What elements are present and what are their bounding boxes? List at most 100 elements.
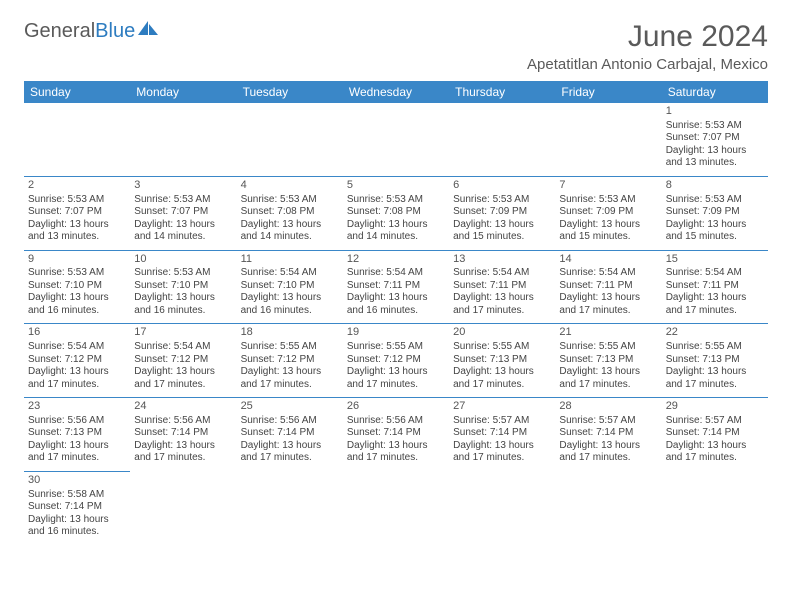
sunrise-line: Sunrise: 5:55 AM — [347, 341, 445, 354]
sunrise-line: Sunrise: 5:56 AM — [347, 415, 445, 428]
day-number: 20 — [453, 326, 551, 340]
calendar-day — [130, 103, 236, 176]
header: GeneralBlue June 2024 Apetatitlan Antoni… — [24, 20, 768, 73]
calendar-table: SundayMondayTuesdayWednesdayThursdayFrid… — [24, 81, 768, 545]
daylight-line: Daylight: 13 hours and 15 minutes. — [559, 219, 657, 244]
daylight-line: Daylight: 13 hours and 14 minutes. — [347, 219, 445, 244]
sunrise-line: Sunrise: 5:53 AM — [559, 194, 657, 207]
calendar-day: 2Sunrise: 5:53 AMSunset: 7:07 PMDaylight… — [24, 176, 130, 250]
day-number: 30 — [28, 474, 126, 488]
sunrise-line: Sunrise: 5:54 AM — [28, 341, 126, 354]
weekday-header: Thursday — [449, 81, 555, 103]
daylight-line: Daylight: 13 hours and 17 minutes. — [559, 440, 657, 465]
sunset-line: Sunset: 7:14 PM — [241, 427, 339, 440]
sunrise-line: Sunrise: 5:53 AM — [134, 194, 232, 207]
daylight-line: Daylight: 13 hours and 16 minutes. — [347, 292, 445, 317]
day-number: 17 — [134, 326, 232, 340]
sunrise-line: Sunrise: 5:53 AM — [347, 194, 445, 207]
daylight-line: Daylight: 13 hours and 17 minutes. — [347, 366, 445, 391]
sunrise-line: Sunrise: 5:55 AM — [241, 341, 339, 354]
sunrise-line: Sunrise: 5:54 AM — [453, 267, 551, 280]
weekday-header: Saturday — [662, 81, 768, 103]
day-number: 1 — [666, 105, 764, 119]
day-number: 15 — [666, 253, 764, 267]
calendar-day — [343, 471, 449, 544]
sunrise-line: Sunrise: 5:57 AM — [666, 415, 764, 428]
sunrise-line: Sunrise: 5:56 AM — [134, 415, 232, 428]
sunrise-line: Sunrise: 5:53 AM — [666, 194, 764, 207]
weekday-header: Tuesday — [237, 81, 343, 103]
sunset-line: Sunset: 7:14 PM — [666, 427, 764, 440]
calendar-week: 16Sunrise: 5:54 AMSunset: 7:12 PMDayligh… — [24, 324, 768, 398]
daylight-line: Daylight: 13 hours and 16 minutes. — [241, 292, 339, 317]
daylight-line: Daylight: 13 hours and 14 minutes. — [134, 219, 232, 244]
sunrise-line: Sunrise: 5:57 AM — [453, 415, 551, 428]
sunset-line: Sunset: 7:10 PM — [241, 280, 339, 293]
sunset-line: Sunset: 7:09 PM — [453, 206, 551, 219]
daylight-line: Daylight: 13 hours and 17 minutes. — [453, 292, 551, 317]
day-number: 14 — [559, 253, 657, 267]
calendar-day: 7Sunrise: 5:53 AMSunset: 7:09 PMDaylight… — [555, 176, 661, 250]
daylight-line: Daylight: 13 hours and 17 minutes. — [666, 292, 764, 317]
calendar-day: 15Sunrise: 5:54 AMSunset: 7:11 PMDayligh… — [662, 250, 768, 324]
calendar-day: 8Sunrise: 5:53 AMSunset: 7:09 PMDaylight… — [662, 176, 768, 250]
sunset-line: Sunset: 7:13 PM — [28, 427, 126, 440]
sunset-line: Sunset: 7:11 PM — [453, 280, 551, 293]
daylight-line: Daylight: 13 hours and 16 minutes. — [28, 514, 126, 539]
daylight-line: Daylight: 13 hours and 17 minutes. — [453, 366, 551, 391]
calendar-header: SundayMondayTuesdayWednesdayThursdayFrid… — [24, 81, 768, 103]
day-number: 19 — [347, 326, 445, 340]
calendar-day: 17Sunrise: 5:54 AMSunset: 7:12 PMDayligh… — [130, 324, 236, 398]
sunset-line: Sunset: 7:14 PM — [134, 427, 232, 440]
day-number: 11 — [241, 253, 339, 267]
calendar-day — [662, 471, 768, 544]
calendar-day — [130, 471, 236, 544]
daylight-line: Daylight: 13 hours and 17 minutes. — [453, 440, 551, 465]
logo-text-blue: Blue — [95, 20, 135, 43]
day-number: 2 — [28, 179, 126, 193]
location-text: Apetatitlan Antonio Carbajal, Mexico — [527, 56, 768, 73]
weekday-header: Monday — [130, 81, 236, 103]
calendar-day: 23Sunrise: 5:56 AMSunset: 7:13 PMDayligh… — [24, 398, 130, 472]
calendar-day: 5Sunrise: 5:53 AMSunset: 7:08 PMDaylight… — [343, 176, 449, 250]
day-number: 12 — [347, 253, 445, 267]
daylight-line: Daylight: 13 hours and 17 minutes. — [666, 440, 764, 465]
daylight-line: Daylight: 13 hours and 17 minutes. — [559, 366, 657, 391]
daylight-line: Daylight: 13 hours and 17 minutes. — [134, 366, 232, 391]
daylight-line: Daylight: 13 hours and 17 minutes. — [241, 366, 339, 391]
sunset-line: Sunset: 7:10 PM — [28, 280, 126, 293]
sail-icon — [138, 20, 160, 43]
sunrise-line: Sunrise: 5:56 AM — [28, 415, 126, 428]
sunset-line: Sunset: 7:09 PM — [666, 206, 764, 219]
day-number: 6 — [453, 179, 551, 193]
sunrise-line: Sunrise: 5:55 AM — [559, 341, 657, 354]
sunset-line: Sunset: 7:14 PM — [347, 427, 445, 440]
sunset-line: Sunset: 7:11 PM — [666, 280, 764, 293]
daylight-line: Daylight: 13 hours and 17 minutes. — [28, 366, 126, 391]
calendar-day: 28Sunrise: 5:57 AMSunset: 7:14 PMDayligh… — [555, 398, 661, 472]
calendar-day: 29Sunrise: 5:57 AMSunset: 7:14 PMDayligh… — [662, 398, 768, 472]
sunset-line: Sunset: 7:09 PM — [559, 206, 657, 219]
daylight-line: Daylight: 13 hours and 14 minutes. — [241, 219, 339, 244]
weekday-header: Sunday — [24, 81, 130, 103]
daylight-line: Daylight: 13 hours and 13 minutes. — [28, 219, 126, 244]
sunset-line: Sunset: 7:14 PM — [453, 427, 551, 440]
sunset-line: Sunset: 7:12 PM — [347, 354, 445, 367]
sunrise-line: Sunrise: 5:53 AM — [28, 267, 126, 280]
day-number: 13 — [453, 253, 551, 267]
day-number: 21 — [559, 326, 657, 340]
sunset-line: Sunset: 7:14 PM — [559, 427, 657, 440]
sunrise-line: Sunrise: 5:55 AM — [453, 341, 551, 354]
calendar-day: 21Sunrise: 5:55 AMSunset: 7:13 PMDayligh… — [555, 324, 661, 398]
day-number: 5 — [347, 179, 445, 193]
calendar-day — [237, 103, 343, 176]
logo: GeneralBlue — [24, 20, 160, 43]
sunrise-line: Sunrise: 5:58 AM — [28, 489, 126, 502]
sunset-line: Sunset: 7:08 PM — [241, 206, 339, 219]
day-number: 23 — [28, 400, 126, 414]
sunrise-line: Sunrise: 5:56 AM — [241, 415, 339, 428]
calendar-day: 27Sunrise: 5:57 AMSunset: 7:14 PMDayligh… — [449, 398, 555, 472]
daylight-line: Daylight: 13 hours and 15 minutes. — [453, 219, 551, 244]
weekday-header: Friday — [555, 81, 661, 103]
day-number: 22 — [666, 326, 764, 340]
